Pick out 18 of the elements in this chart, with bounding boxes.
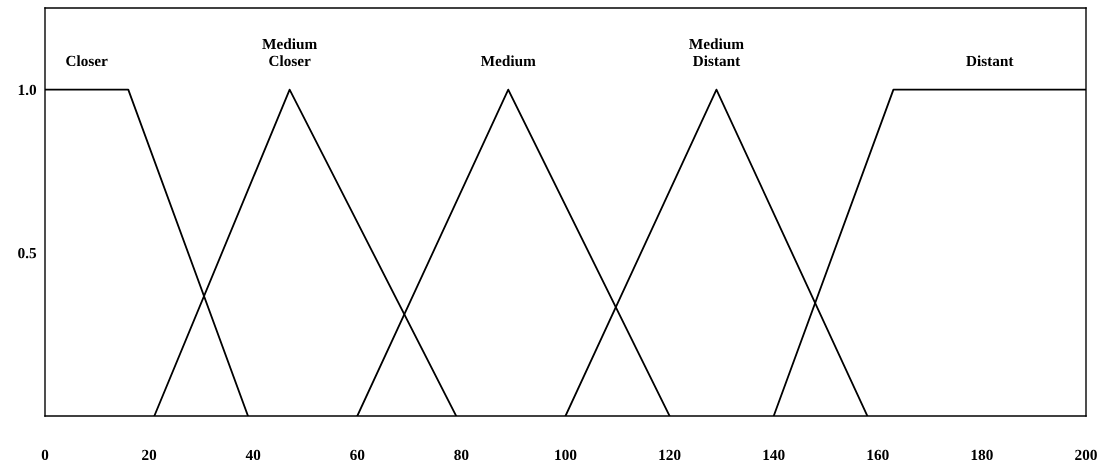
series-label: Medium [480,55,536,67]
x-tick-label: 140 [763,449,785,461]
x-tick-label: 200 [1075,449,1097,461]
text: Medium Distant [689,38,744,67]
x-tick-label: 40 [245,449,261,461]
x-tick-label: 80 [454,449,469,461]
x-tick-label: 120 [659,449,681,461]
text: Medium Closer [262,38,317,67]
x-tick-label: 20 [142,449,157,461]
series-label: Distant [966,55,1014,67]
x-tick-label: 60 [350,449,365,461]
x-tick-label: 0 [41,449,49,461]
y-tick-label: 0.5 [18,247,37,259]
x-tick-label: 160 [867,449,889,461]
x-tick-label: 180 [971,449,993,461]
y-tick-label: 1.0 [18,84,37,96]
x-tick-label: 100 [555,449,577,461]
series-label: Closer [66,55,108,67]
